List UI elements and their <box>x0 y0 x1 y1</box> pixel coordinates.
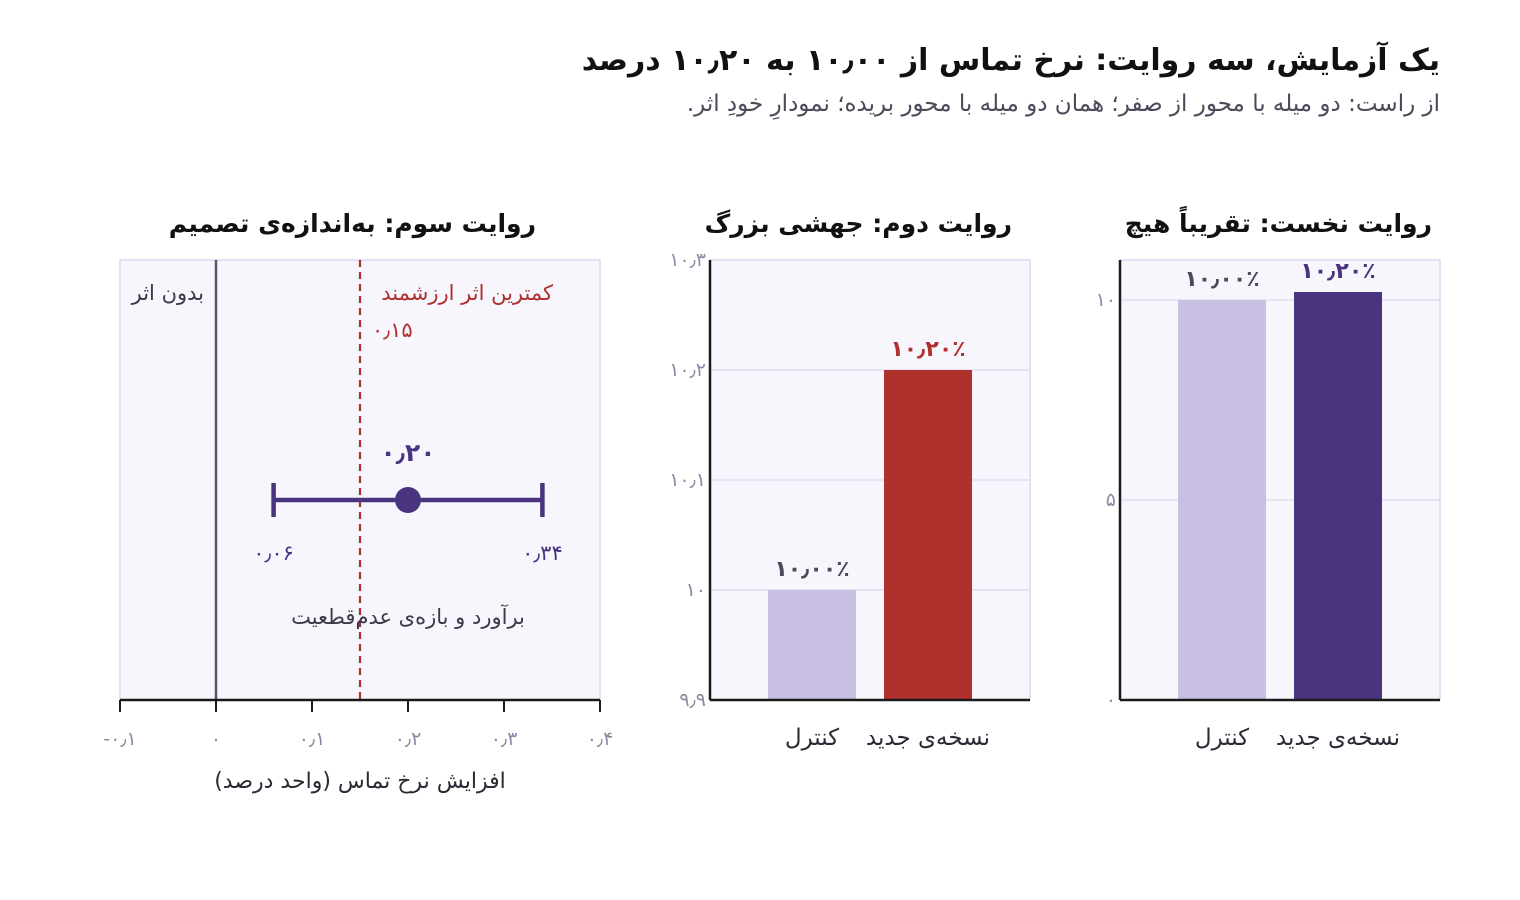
y-tick-label: ۱۰ <box>1096 289 1116 311</box>
x-tick-label: ۰٫۲ <box>395 728 422 750</box>
category-label: نسخه‌ی جدید <box>1276 725 1400 751</box>
category-label: نسخه‌ی جدید <box>866 725 990 751</box>
page-title: یک آزمایش، سه روایت: نرخ تماس از ۱۰٫۰۰ ب… <box>581 43 1440 78</box>
category-label: کنترل <box>785 725 839 751</box>
y-tick-label: ۵ <box>1106 489 1116 511</box>
data-label: ۱۰٫۲۰٪ <box>890 337 965 362</box>
x-tick-label: ۰٫۴ <box>587 728 614 750</box>
bar-control <box>1178 300 1266 700</box>
page-subtitle: از راست: دو میله با محور از صفر؛ همان دو… <box>686 91 1440 117</box>
panel-title: روایت نخست: تقریباً هیچ <box>1125 206 1432 239</box>
data-label: ۱۰٫۰۰٪ <box>1184 267 1259 292</box>
panel-title: روایت دوم: جهشی بزرگ <box>705 209 1012 239</box>
y-tick-label: ۹٫۹ <box>679 689 706 711</box>
y-tick-label: ۱۰٫۲ <box>669 359 706 381</box>
ci-high-label: ۰٫۳۴ <box>522 541 563 565</box>
y-tick-label: ۰ <box>1106 689 1116 711</box>
data-label: ۱۰٫۰۰٪ <box>774 557 849 582</box>
zero-line-label: بدون اثر <box>131 281 204 305</box>
panel-effect-plot: روایت سوم: به‌اندازه‌ی تصمیم بدون اثر کمتر… <box>103 209 613 794</box>
threshold-value-label: ۰٫۱۵ <box>372 318 413 342</box>
panel-truncated-axis: روایت دوم: جهشی بزرگ ۹٫۹ ۱۰ ۱۰٫۱ ۱۰٫۲ ۱۰٫۳ ۱۰٫… <box>669 209 1031 751</box>
x-axis-label: افزایش نرخ تماس (واحد درصد) <box>214 769 506 794</box>
x-tick-label: ۰ <box>211 728 221 750</box>
category-label: کنترل <box>1195 725 1249 751</box>
panel-zero-baseline: روایت نخست: تقریباً هیچ ۰ ۵ ۱۰ ۱۰٫۲۰٪ نسخه‌ی … <box>1096 206 1441 751</box>
header: یک آزمایش، سه روایت: نرخ تماس از ۱۰٫۰۰ ب… <box>40 40 1440 120</box>
estimate-point <box>395 487 421 513</box>
y-tick-label: ۱۰٫۳ <box>669 249 706 271</box>
plot-area <box>1119 259 1441 701</box>
interval-annotation: برآورد و بازه‌ی عدم‌قطعیت <box>291 604 525 629</box>
x-tick-label: -۰٫۱ <box>103 728 136 750</box>
y-tick-label: ۱۰ <box>686 579 706 601</box>
threshold-label: کمترین اثر ارزشمند <box>381 281 553 305</box>
ci-low-label: ۰٫۰۶ <box>253 541 294 565</box>
x-tick-label: ۰٫۱ <box>299 728 326 750</box>
bar-treatment <box>884 370 972 700</box>
bar-treatment <box>1294 292 1382 700</box>
x-tick-label: ۰٫۳ <box>491 728 518 750</box>
y-tick-label: ۱۰٫۱ <box>669 469 706 491</box>
data-label: ۱۰٫۲۰٪ <box>1300 259 1375 284</box>
estimate-label: ۰٫۲۰ <box>380 438 435 467</box>
panel-title: روایت سوم: به‌اندازه‌ی تصمیم <box>169 209 536 239</box>
bar-control <box>768 590 856 700</box>
